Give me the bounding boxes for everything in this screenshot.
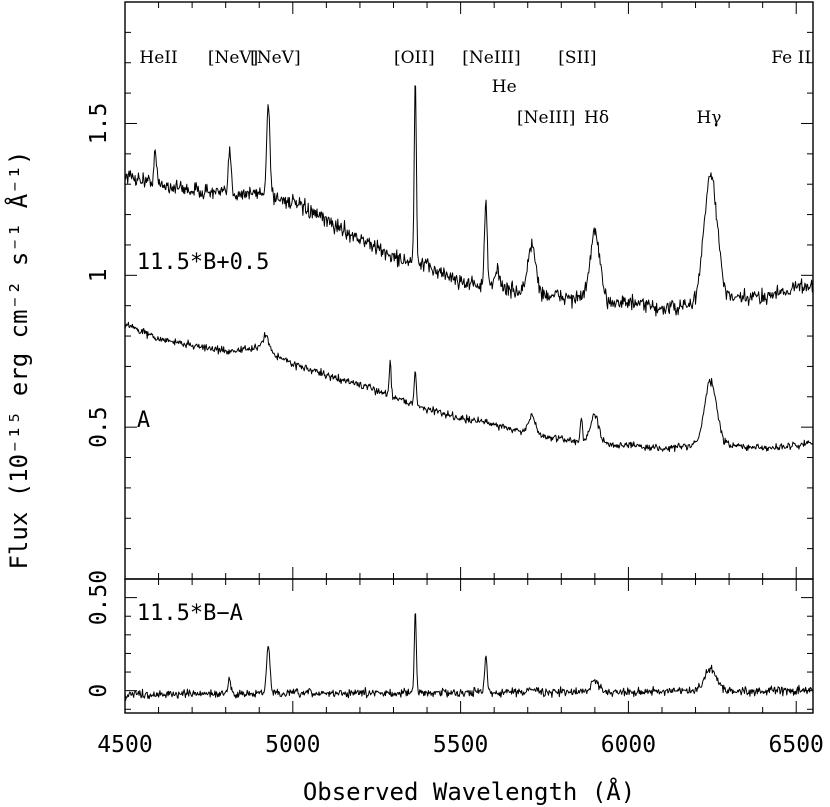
- x-tick-label: 4500: [97, 732, 152, 758]
- x-tick-label: 5500: [433, 732, 488, 758]
- x-tick-label: 6000: [601, 732, 656, 758]
- spectrum-line: [124, 85, 814, 317]
- x-tick-label: 6500: [769, 732, 824, 758]
- line-annotation: Hγ: [696, 108, 721, 128]
- line-annotation: [NeV]: [208, 48, 258, 68]
- series-label: A: [137, 408, 150, 433]
- line-annotation: Hδ: [584, 108, 609, 128]
- x-axis-label: Observed Wavelength (Å): [303, 777, 635, 806]
- series-label: 11.5*B−A: [137, 601, 243, 626]
- x-tick-label: 5000: [265, 732, 320, 758]
- spectra: [124, 85, 814, 701]
- line-annotation: Fe II: [771, 48, 811, 68]
- y-tick-label: 0.5: [86, 406, 112, 448]
- y-axis-label: Flux (10⁻¹⁵ erg cm⁻² s⁻¹ Å⁻¹): [4, 150, 33, 569]
- y-tick-label: 1: [86, 268, 112, 282]
- line-annotation: [SII]: [558, 48, 596, 68]
- top-panel-frame: [124, 1, 814, 580]
- y-tick-label: 0: [86, 684, 112, 698]
- y-tick-label: 1.5: [86, 103, 112, 145]
- series-label: 11.5*B+0.5: [137, 250, 269, 275]
- spectrum-line: [124, 321, 814, 452]
- bottom-panel-frame: [124, 578, 814, 714]
- line-annotations: HeII [NeV][NeV] [OII] [NeIII] [SII] Fe IIHe[N…: [139, 48, 811, 128]
- series-labels: 11.5*B+0.5 A 11.5*B−A: [137, 250, 269, 626]
- spectrum-line: [124, 613, 814, 701]
- y-tick-label: 0.50: [86, 570, 112, 625]
- line-annotation: [OII]: [394, 48, 435, 68]
- line-annotation: [NeV]: [250, 48, 300, 68]
- line-annotation: HeII: [139, 48, 177, 68]
- line-annotation: [NeIII]: [517, 108, 575, 128]
- axis-ticks: [124, 2, 813, 713]
- line-annotation: [NeIII]: [462, 48, 520, 68]
- tick-labels: 4500 5000 5500 6000 6500 0.5 1 1.5 0 0.50: [86, 103, 824, 758]
- line-annotation: He: [492, 77, 517, 97]
